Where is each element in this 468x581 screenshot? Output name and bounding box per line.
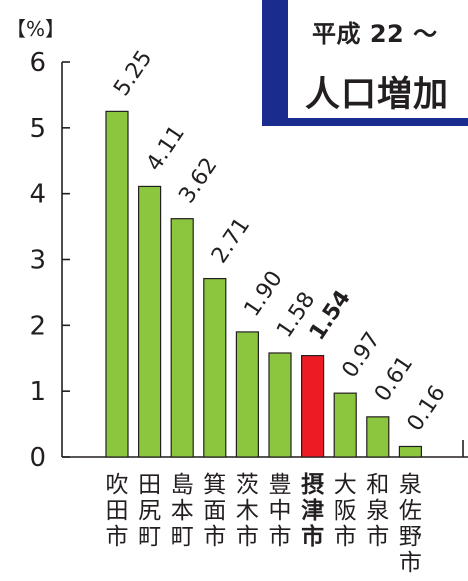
value-label: 1.54 <box>305 286 356 345</box>
value-label: 1.90 <box>240 267 288 322</box>
bars <box>105 110 422 458</box>
category-label: 田 <box>138 472 161 498</box>
bar <box>105 110 129 458</box>
category-label: 大 <box>334 472 357 498</box>
category-label: 阪 <box>334 498 357 524</box>
category-label: 田 <box>106 498 129 524</box>
value-label: 0.16 <box>403 381 451 436</box>
category-label: 市 <box>366 524 389 550</box>
value-label: 3.62 <box>174 153 222 208</box>
y-tick-label: 6 <box>29 48 46 78</box>
category-label: 市 <box>203 524 226 550</box>
value-label: 0.61 <box>370 352 418 407</box>
bar <box>268 352 292 458</box>
category-label: 市 <box>269 524 292 550</box>
y-axis-label: 【%】 <box>6 17 65 41</box>
category-label: 市 <box>106 524 129 550</box>
y-tick-label: 5 <box>29 114 46 144</box>
bar <box>170 218 194 458</box>
y-tick-label: 0 <box>29 443 46 473</box>
bar <box>235 331 259 458</box>
category-label: 佐 <box>399 498 422 524</box>
category-label: 吹 <box>106 472 129 498</box>
category-label: 町 <box>171 524 194 550</box>
category-label: 尻 <box>138 498 161 524</box>
bar <box>333 392 357 458</box>
category-label: 野 <box>399 524 422 550</box>
category-label: 市 <box>236 524 259 550</box>
category-label: 市 <box>399 550 422 576</box>
category-label: 茨 <box>236 472 259 498</box>
category-label: 市 <box>301 523 324 550</box>
category-label: 摂 <box>301 472 324 498</box>
category-label: 中 <box>269 498 292 524</box>
value-label: 5.25 <box>109 46 157 101</box>
y-tick-label: 1 <box>29 377 46 407</box>
bar <box>203 277 227 458</box>
value-label: 2.71 <box>207 213 255 268</box>
value-label: 0.97 <box>337 328 385 383</box>
y-tick-label: 4 <box>29 180 46 210</box>
category-label: 町 <box>138 524 161 550</box>
category-label: 豊 <box>269 472 292 498</box>
y-tick-label: 2 <box>29 311 46 341</box>
bar <box>138 185 162 458</box>
bar <box>398 445 422 458</box>
category-label: 泉 <box>366 498 389 524</box>
category-label: 面 <box>203 498 226 524</box>
category-label: 木 <box>236 498 259 524</box>
category-label: 泉 <box>399 472 422 498</box>
y-tick-label: 3 <box>29 246 46 276</box>
category-label: 和 <box>366 472 389 498</box>
value-label: 4.11 <box>142 121 190 176</box>
category-label: 津 <box>301 497 324 524</box>
axes: 0 1 2 3 4 5 6 <box>29 48 468 473</box>
category-label: 箕 <box>203 472 226 498</box>
bar <box>301 355 325 458</box>
category-label: 本 <box>171 498 194 524</box>
category-label: 島 <box>171 472 194 498</box>
bar <box>366 416 390 458</box>
category-label: 市 <box>334 524 357 550</box>
